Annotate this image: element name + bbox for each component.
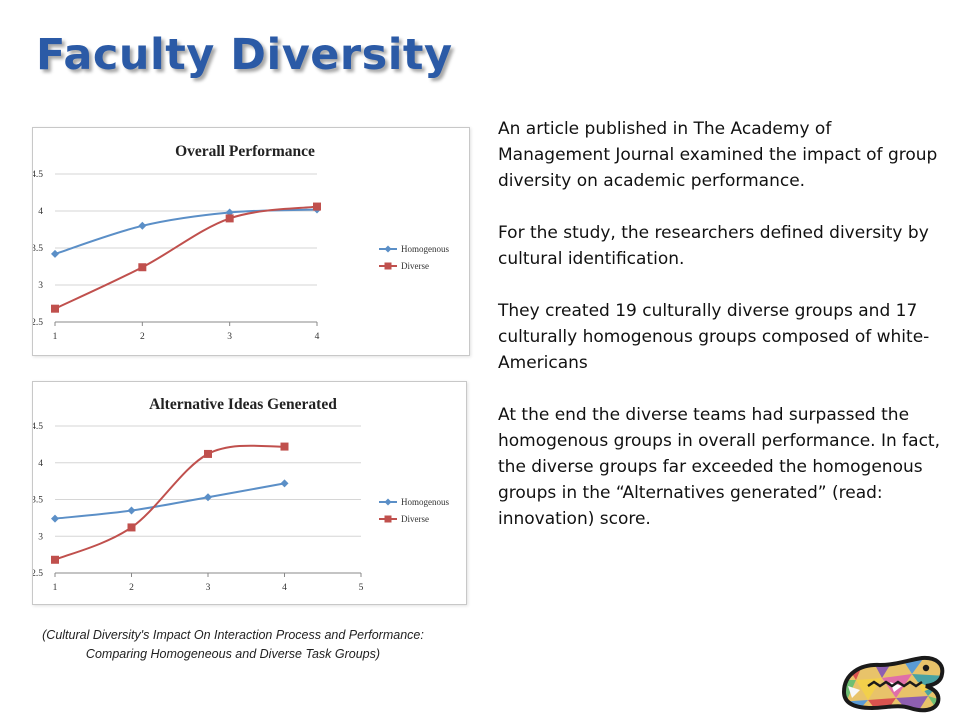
y-tick-label: 2.5 <box>33 318 43 328</box>
paragraph-definition: For the study, the researchers defined d… <box>498 223 929 269</box>
y-tick-label: 3 <box>38 532 43 542</box>
x-tick-label: 2 <box>129 583 134 593</box>
data-point-homogenous <box>127 506 136 515</box>
data-point-diverse <box>51 304 59 313</box>
y-tick-label: 2.5 <box>33 569 43 579</box>
overall-performance-chart: Overall Performance 2.5 3 3.5 4 4.5 1 2 3 4 Homoge… <box>32 127 470 356</box>
paragraph-groups: They created 19 culturally diverse group… <box>498 301 930 373</box>
legend-label-diverse: Diverse <box>401 514 429 524</box>
overall-performance-chart-svg: Overall Performance 2.5 3 3.5 4 4.5 1 2 3 4 Homoge… <box>33 143 449 342</box>
legend-marker-diverse <box>384 515 392 523</box>
alternative-ideas-chart: Alternative Ideas Generated 2.5 3 3.5 4 4.5 1 2… <box>32 381 467 605</box>
paragraph-article: An article published in The Academy of M… <box>498 119 938 191</box>
series-line-diverse <box>54 205 318 310</box>
data-point-diverse <box>138 263 147 272</box>
y-tick-label: 3 <box>38 281 43 291</box>
series-line-homogenous <box>54 482 285 520</box>
data-point-homogenous <box>138 221 147 230</box>
data-point-diverse <box>204 449 212 458</box>
slide-title: Faculty Diversity <box>36 30 453 80</box>
data-point-diverse <box>225 214 234 223</box>
series-line-diverse <box>54 444 285 561</box>
legend-label-homogenous: Homogenous <box>401 497 449 507</box>
y-tick-label: 4.5 <box>33 170 43 180</box>
data-point-diverse <box>127 523 136 532</box>
legend-marker-homogenous <box>384 498 392 506</box>
data-point-homogenous <box>51 249 59 258</box>
legend-marker-diverse <box>384 262 392 270</box>
legend-label-diverse: Diverse <box>401 261 429 271</box>
x-tick-label: 4 <box>315 332 320 342</box>
chart-title: Overall Performance <box>175 143 315 160</box>
paragraph-results: At the end the diverse teams had surpass… <box>498 405 940 529</box>
x-tick-label: 4 <box>282 583 287 593</box>
y-tick-label: 4 <box>38 207 43 217</box>
y-tick-label: 3.5 <box>33 496 43 506</box>
data-point-homogenous <box>225 208 234 217</box>
x-tick-label: 5 <box>359 583 364 593</box>
y-tick-label: 4 <box>38 459 43 469</box>
data-point-homogenous <box>51 514 59 523</box>
data-point-diverse <box>51 555 59 564</box>
legend-label-homogenous: Homogenous <box>401 244 449 254</box>
chart-title: Alternative Ideas Generated <box>149 396 337 413</box>
data-point-homogenous <box>280 479 289 488</box>
x-tick-label: 2 <box>140 332 145 342</box>
y-tick-label: 4.5 <box>33 422 43 432</box>
x-tick-label: 1 <box>53 332 58 342</box>
legend-marker-homogenous <box>384 245 392 253</box>
x-tick-label: 3 <box>206 583 211 593</box>
data-point-homogenous <box>204 493 212 502</box>
y-tick-label: 3.5 <box>33 244 43 254</box>
gator-mosaic-logo-icon <box>838 652 948 723</box>
data-point-diverse <box>280 442 289 451</box>
article-summary: An article published in The Academy of M… <box>498 116 943 558</box>
alternative-ideas-chart-svg: Alternative Ideas Generated 2.5 3 3.5 4 4.5 1 2… <box>33 396 449 593</box>
series-line-homogenous <box>54 208 318 255</box>
x-tick-label: 3 <box>227 332 232 342</box>
source-caption: (Cultural Diversity's Impact On Interact… <box>42 628 424 661</box>
x-tick-label: 1 <box>53 583 58 593</box>
data-point-diverse <box>313 202 321 211</box>
